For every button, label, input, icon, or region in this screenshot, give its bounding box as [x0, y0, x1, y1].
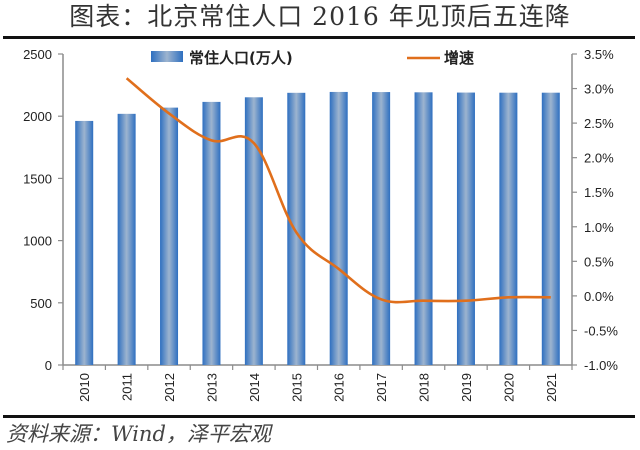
bar-2015 — [287, 92, 306, 365]
right-tick-label: -0.5% — [584, 323, 618, 338]
source-note: 资料来源：Wind，泽平宏观 — [6, 422, 271, 446]
x-tick-label: 2014 — [247, 373, 262, 402]
left-tick-label: 1000 — [23, 234, 52, 249]
right-tick-label: 3.0% — [584, 82, 614, 97]
legend-bar-swatch — [151, 51, 183, 62]
right-tick-label: 0.5% — [584, 254, 614, 269]
right-tick-label: 1.5% — [584, 185, 614, 200]
right-tick-label: 2.5% — [584, 116, 614, 131]
x-tick-label: 2017 — [374, 373, 389, 402]
growth-line — [125, 77, 551, 304]
x-tick-label: 2021 — [544, 373, 559, 402]
bar-2018 — [414, 92, 433, 366]
left-tick-label: 1500 — [23, 171, 52, 186]
bar-2017 — [372, 92, 391, 365]
right-tick-label: -1.0% — [584, 358, 618, 373]
bar-2016 — [329, 91, 348, 365]
x-tick-label: 2015 — [289, 373, 304, 402]
left-tick-label: 2500 — [23, 47, 52, 62]
bar-2011 — [117, 113, 136, 366]
left-tick-label: 0 — [45, 358, 52, 373]
x-tick-label: 2018 — [417, 373, 432, 402]
left-tick-label: 500 — [30, 296, 52, 311]
x-tick-label: 2012 — [162, 373, 177, 402]
chart-title: 图表：北京常住人口 2016 年见顶后五连降 — [69, 2, 571, 31]
bar-2010 — [75, 120, 94, 365]
top-rule — [3, 36, 635, 39]
right-tick-label: 1.0% — [584, 220, 614, 235]
x-tick-label: 2019 — [459, 373, 474, 402]
legend-bar-label: 常住人口(万人) — [189, 49, 293, 67]
x-tick-label: 2016 — [332, 373, 347, 402]
left-tick-label: 2000 — [23, 109, 52, 124]
bottom-rule — [3, 415, 635, 418]
bar-2020 — [499, 92, 518, 365]
right-tick-label: 2.0% — [584, 151, 614, 166]
bar-2013 — [202, 101, 221, 366]
x-tick-label: 2020 — [501, 373, 516, 402]
x-tick-label: 2013 — [204, 373, 219, 402]
bar-2014 — [244, 97, 263, 365]
bar-2019 — [456, 92, 475, 366]
right-tick-label: 0.0% — [584, 289, 614, 304]
x-tick-label: 2010 — [77, 373, 92, 402]
bar-2012 — [160, 107, 179, 366]
legend-line-label: 增速 — [444, 49, 474, 67]
x-tick-label: 2011 — [120, 373, 135, 401]
bar-2021 — [541, 92, 560, 365]
right-tick-label: 3.5% — [584, 47, 614, 62]
